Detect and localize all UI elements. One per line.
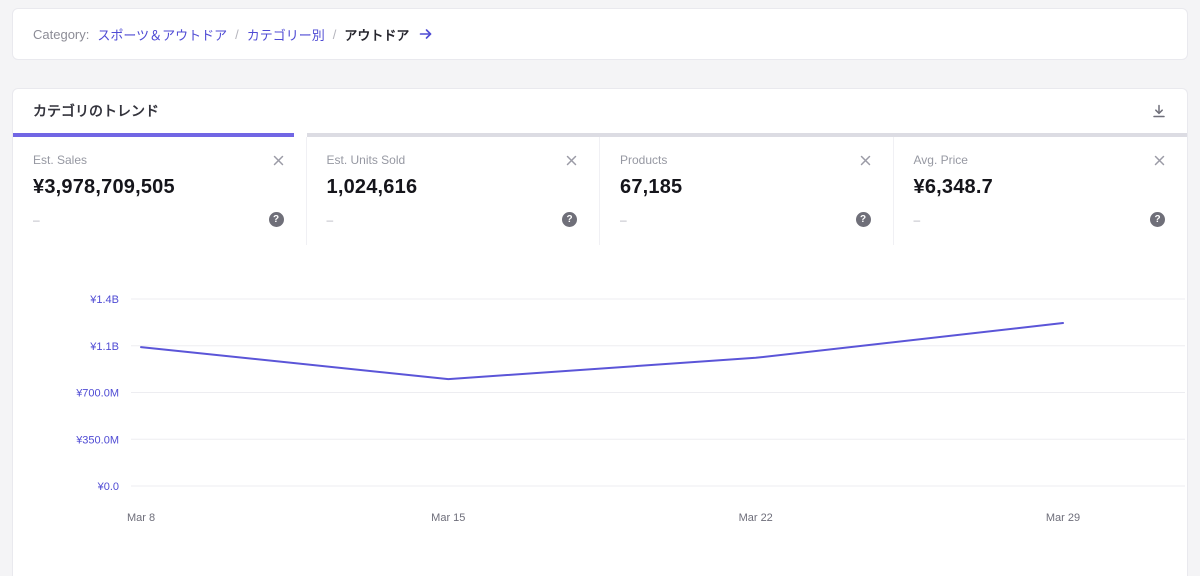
svg-text:¥1.1B: ¥1.1B bbox=[89, 341, 119, 353]
help-icon[interactable]: ? bbox=[1150, 212, 1165, 227]
metric-change-placeholder: – bbox=[326, 212, 334, 227]
breadcrumb: Category: スポーツ＆アウトドア / カテゴリー別 / アウトドア bbox=[12, 8, 1188, 60]
breadcrumb-separator: / bbox=[235, 26, 239, 42]
metric-label: Est. Units Sold bbox=[326, 153, 406, 167]
metric-est-sales: Est. Sales ¥3,978,709,505 – ? bbox=[13, 137, 307, 245]
metric-label: Products bbox=[620, 153, 668, 167]
svg-text:¥1.4B: ¥1.4B bbox=[89, 294, 119, 306]
svg-text:Mar 22: Mar 22 bbox=[739, 512, 773, 524]
breadcrumb-label: Category: bbox=[33, 26, 90, 42]
svg-text:Mar 8: Mar 8 bbox=[127, 512, 155, 524]
svg-text:¥350.0M: ¥350.0M bbox=[75, 434, 119, 446]
svg-text:¥700.0M: ¥700.0M bbox=[75, 388, 119, 400]
goto-category-arrow-icon[interactable] bbox=[419, 27, 433, 41]
panel-header: カテゴリのトレンド bbox=[13, 89, 1187, 133]
help-icon[interactable]: ? bbox=[855, 212, 871, 227]
metric-strip: Est. Sales ¥3,978,709,505 – ? Est. Units… bbox=[13, 137, 1187, 245]
svg-text:¥0.0: ¥0.0 bbox=[97, 481, 119, 493]
metric-value: 1,024,616 bbox=[326, 176, 418, 198]
close-icon[interactable] bbox=[566, 155, 577, 166]
breadcrumb-item-current: アウトドア bbox=[344, 27, 410, 43]
metric-value: ¥6,348.7 bbox=[913, 176, 993, 198]
metric-products: Products 67,185 – ? bbox=[600, 137, 894, 245]
close-icon[interactable] bbox=[1154, 155, 1165, 166]
metric-label: Avg. Price bbox=[913, 153, 968, 167]
panel-title: カテゴリのトレンド bbox=[33, 103, 159, 119]
close-icon[interactable] bbox=[860, 155, 871, 166]
download-icon[interactable] bbox=[1151, 103, 1167, 119]
metric-change-placeholder: – bbox=[33, 212, 40, 227]
chart-canvas[interactable]: ¥0.0 ¥350.0M ¥700.0M ¥1.1B ¥1.4B Mar 8 Mar 15 M… bbox=[13, 265, 1189, 541]
help-icon[interactable]: ? bbox=[562, 212, 577, 227]
metric-est-units-sold: Est. Units Sold 1,024,616 – ? bbox=[307, 137, 600, 245]
metric-change-placeholder: – bbox=[913, 212, 921, 227]
metric-value: 67,185 bbox=[620, 176, 683, 198]
active-tab-indicator bbox=[13, 133, 307, 137]
help-icon[interactable]: ? bbox=[268, 212, 284, 227]
metric-avg-price: Avg. Price ¥6,348.7 – ? bbox=[894, 137, 1188, 245]
close-icon[interactable] bbox=[273, 155, 284, 166]
metric-label: Est. Sales bbox=[33, 153, 88, 167]
svg-text:Mar 15: Mar 15 bbox=[431, 512, 465, 524]
svg-text:Mar 29: Mar 29 bbox=[1046, 512, 1080, 524]
breadcrumb-separator: / bbox=[332, 26, 337, 42]
metric-change-placeholder: – bbox=[620, 212, 627, 227]
tab-track bbox=[13, 133, 1187, 137]
metric-value: ¥3,978,709,505 bbox=[33, 176, 175, 198]
trend-line-chart[interactable]: ¥0.0 ¥350.0M ¥700.0M ¥1.1B ¥1.4B Mar 8 Mar 15 M… bbox=[13, 265, 1187, 541]
breadcrumb-item-subcategory[interactable]: カテゴリー別 bbox=[246, 27, 325, 43]
category-trend-panel: カテゴリのトレンド Est. Sales ¥3,978,709,505 – ? bbox=[12, 88, 1188, 576]
breadcrumb-item-root-category[interactable]: スポーツ＆アウトドア bbox=[97, 27, 228, 43]
